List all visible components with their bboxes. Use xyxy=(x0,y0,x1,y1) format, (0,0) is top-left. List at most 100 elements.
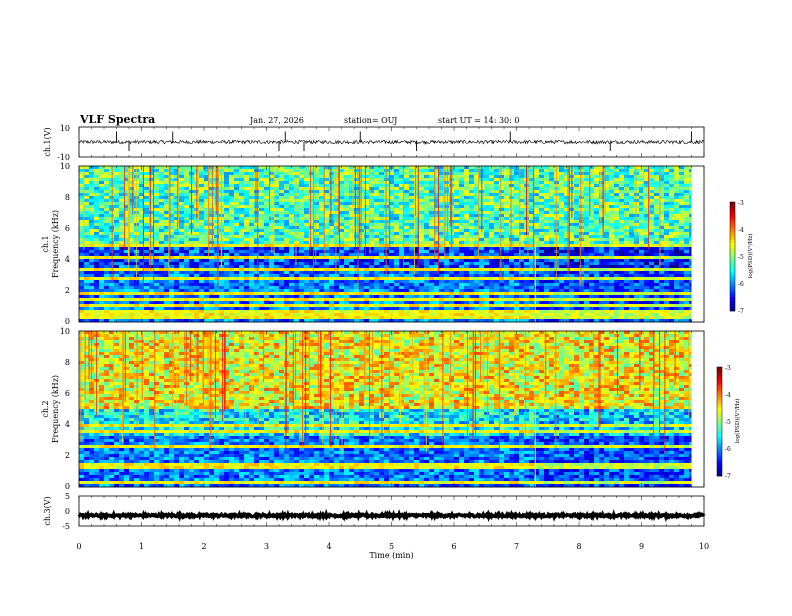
spectrogram-cell xyxy=(609,253,614,256)
spectrogram-cell xyxy=(484,190,489,193)
spectrogram-cell xyxy=(249,214,254,217)
spectrogram-cell xyxy=(604,223,609,226)
spectrogram-cell xyxy=(84,172,89,175)
spectrogram-cell xyxy=(214,214,219,217)
spectrogram-cell xyxy=(484,235,489,238)
spectrogram-cell xyxy=(424,247,429,250)
spectrogram-cell xyxy=(469,250,474,253)
spectrogram-cell xyxy=(274,199,279,202)
spectrogram-cell xyxy=(99,283,104,286)
spectrogram-cell xyxy=(104,256,109,259)
spectrogram-cell xyxy=(224,232,229,235)
spectrogram-cell xyxy=(119,211,124,214)
spectrogram-cell xyxy=(279,271,284,274)
spectrogram-cell xyxy=(179,178,184,181)
spectrogram-cell xyxy=(319,241,324,244)
spectrogram-cell xyxy=(109,280,114,283)
spectrogram-cell xyxy=(564,211,569,214)
spectrogram-cell xyxy=(314,241,319,244)
spectrogram-cell xyxy=(199,226,204,229)
spectrogram-cell xyxy=(489,271,494,274)
spectrogram-cell xyxy=(394,274,399,277)
spectrogram-cell xyxy=(209,199,214,202)
spectrogram-cell xyxy=(239,220,244,223)
spectrogram-cell xyxy=(679,190,684,193)
spectrogram-cell xyxy=(314,199,319,202)
spectrogram-cell xyxy=(279,166,284,169)
spectrogram-cell xyxy=(184,235,189,238)
spectrogram-cell xyxy=(94,262,99,265)
spectrogram-cell xyxy=(344,199,349,202)
spectrogram-cell xyxy=(629,178,634,181)
spectrogram-cell xyxy=(379,199,384,202)
spectrogram-cell xyxy=(119,283,124,286)
spectrogram-cell xyxy=(624,178,629,181)
spectrogram-cell xyxy=(239,184,244,187)
spectrogram-cell xyxy=(159,214,164,217)
spectrogram-cell xyxy=(544,178,549,181)
spectrogram-cell xyxy=(664,181,669,184)
spectrogram-cell xyxy=(629,172,634,175)
spectrogram-cell xyxy=(179,199,184,202)
spectrogram-cell xyxy=(89,232,94,235)
spectrogram-cell xyxy=(594,247,599,250)
spectrogram-cell xyxy=(304,265,309,268)
spectrogram-cell xyxy=(369,259,374,262)
spectrogram-cell xyxy=(204,274,209,277)
spectrogram-cell xyxy=(109,181,114,184)
spectrogram-cell xyxy=(459,271,464,274)
spectrogram-cell xyxy=(369,265,374,268)
spectrogram-cell xyxy=(264,259,269,262)
spectrogram-cell xyxy=(594,190,599,193)
spectrogram-cell xyxy=(224,229,229,232)
spectrogram-cell xyxy=(199,268,204,271)
spectrogram-cell xyxy=(404,241,409,244)
spectrogram-cell xyxy=(394,241,399,244)
spectrogram-cell xyxy=(189,283,194,286)
spectrogram-cell xyxy=(154,232,159,235)
spectrogram-cell xyxy=(564,280,569,283)
spectrogram-cell xyxy=(509,235,514,238)
spectrogram-cell xyxy=(114,223,119,226)
spectrogram-cell xyxy=(279,208,284,211)
spectrogram-cell xyxy=(609,271,614,274)
spectrogram-cell xyxy=(284,232,289,235)
spectrogram-cell xyxy=(94,181,99,184)
spectrogram-cell xyxy=(209,277,214,280)
spectrogram-cell xyxy=(249,181,254,184)
spectrogram-cell xyxy=(159,265,164,268)
spectrogram-cell xyxy=(599,166,604,169)
spectrogram-cell xyxy=(549,214,554,217)
spectrogram-cell xyxy=(109,256,114,259)
spectrogram-cell xyxy=(654,187,659,190)
spectrogram-cell xyxy=(224,238,229,241)
spectrogram-cell xyxy=(454,196,459,199)
spectrogram-cell xyxy=(669,178,674,181)
spectrogram-cell xyxy=(579,202,584,205)
spectrogram-cell xyxy=(129,211,134,214)
spectrogram-cell xyxy=(374,199,379,202)
spectrogram-cell xyxy=(379,262,384,265)
spectrogram-cell xyxy=(269,253,274,256)
spectrogram-cell xyxy=(569,274,574,277)
spectrogram-cell xyxy=(129,205,134,208)
spectrogram-cell xyxy=(484,247,489,250)
spectrogram-cell xyxy=(619,244,624,247)
spectrogram-cell xyxy=(324,238,329,241)
spectrogram-cell xyxy=(249,178,254,181)
spectrogram-cell xyxy=(579,241,584,244)
spectrogram-cell xyxy=(184,253,189,256)
spectrogram-cell xyxy=(99,223,104,226)
spectrogram-cell xyxy=(514,238,519,241)
spectrogram-cell xyxy=(234,277,239,280)
spectrogram-cell xyxy=(364,172,369,175)
spectrogram-cell xyxy=(594,199,599,202)
spectrogram-cell xyxy=(359,274,364,277)
spectrogram-cell xyxy=(429,283,434,286)
spectrogram-cell xyxy=(384,187,389,190)
spectrogram-cell xyxy=(424,226,429,229)
spectrogram-cell xyxy=(254,187,259,190)
spectrogram-cell xyxy=(654,265,659,268)
spectrogram-cell xyxy=(84,217,89,220)
spectrogram-cell xyxy=(649,280,654,283)
